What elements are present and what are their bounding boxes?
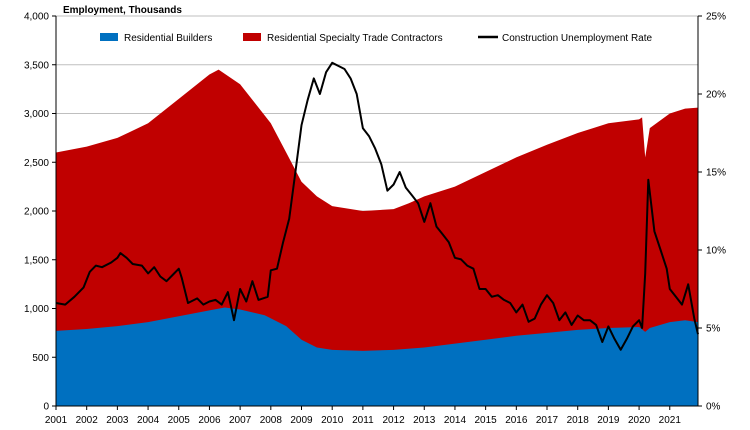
left-tick-label: 2,500	[24, 158, 49, 169]
right-tick-label: 5%	[706, 324, 721, 335]
right-tick-label: 10%	[706, 246, 726, 257]
line-series	[55, 61, 699, 351]
area-series	[56, 69, 698, 406]
x-tick-label: 2003	[106, 415, 129, 426]
right-tick-label: 25%	[706, 12, 726, 23]
x-tick-label: 2001	[45, 415, 68, 426]
chart-title: Employment, Thousands	[63, 5, 182, 16]
left-tick-label: 0	[43, 402, 49, 413]
x-tick-label: 2015	[475, 415, 498, 426]
legend-swatch-residential-specialty-trade-contractors	[243, 33, 261, 41]
x-tick-label: 2004	[137, 415, 160, 426]
left-tick-label: 2,000	[24, 207, 49, 218]
right-axis-ticks: 0% 5% 10% 15% 20% 25%	[698, 12, 726, 413]
x-tick-label: 2002	[76, 415, 99, 426]
line-construction-unemployment-rate	[55, 61, 699, 351]
x-tick-label: 2012	[382, 415, 405, 426]
x-axis-ticks: 2001 2002 2003 2004 2005 2006 2007 2008 2009 2010…	[45, 406, 681, 426]
x-tick-label: 2009	[290, 415, 313, 426]
right-tick-label: 20%	[706, 90, 726, 101]
legend: Residential Builders Residential Specialt…	[100, 33, 653, 44]
x-tick-label: 2011	[352, 415, 374, 426]
x-tick-label: 2005	[168, 415, 191, 426]
x-tick-label: 2018	[567, 415, 590, 426]
legend-label-residential-builders: Residential Builders	[124, 33, 212, 44]
x-tick-label: 2017	[536, 415, 559, 426]
left-tick-label: 4,000	[24, 12, 49, 23]
x-tick-label: 2006	[198, 415, 221, 426]
legend-swatch-residential-builders	[100, 33, 118, 41]
legend-label-construction-unemployment-rate: Construction Unemployment Rate	[502, 33, 653, 44]
x-tick-label: 2016	[505, 415, 528, 426]
left-tick-label: 500	[32, 353, 49, 364]
x-tick-label: 2020	[628, 415, 651, 426]
x-tick-label: 2013	[413, 415, 436, 426]
right-tick-label: 15%	[706, 168, 726, 179]
x-tick-label: 2019	[597, 415, 620, 426]
right-tick-label: 0%	[706, 402, 721, 413]
left-tick-label: 1,500	[24, 255, 49, 266]
area-residential-builders	[56, 307, 698, 406]
left-tick-label: 3,000	[24, 109, 49, 120]
left-tick-label: 3,500	[24, 60, 49, 71]
x-tick-label: 2014	[444, 415, 467, 426]
left-tick-label: 1,000	[24, 304, 49, 315]
legend-label-residential-specialty-trade-contractors: Residential Specialty Trade Contractors	[267, 33, 443, 44]
x-tick-label: 2007	[229, 415, 252, 426]
x-tick-label: 2021	[659, 415, 682, 426]
x-tick-label: 2010	[321, 415, 344, 426]
left-axis-ticks: 0 500 1,000 1,500 2,000 2,500 3,000 3,500 4,000	[24, 12, 56, 413]
x-tick-label: 2008	[260, 415, 283, 426]
